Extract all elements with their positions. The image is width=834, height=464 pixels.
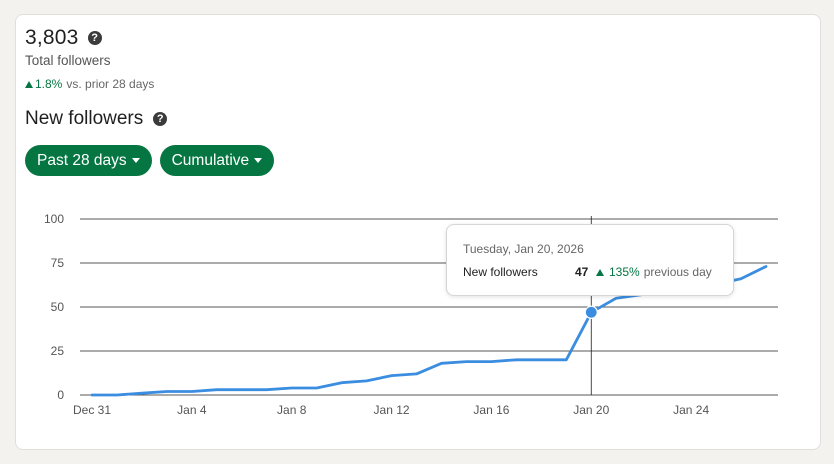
tooltip-change-percent: 135% xyxy=(609,265,640,279)
x-tick-label: Jan 20 xyxy=(573,403,609,417)
tooltip-change: 135% previous day xyxy=(596,265,712,279)
x-tick-label: Jan 16 xyxy=(473,403,509,417)
tooltip-date: Tuesday, Jan 20, 2026 xyxy=(463,242,584,256)
x-tick-label: Jan 12 xyxy=(374,403,410,417)
date-range-dropdown[interactable]: Past 28 days xyxy=(25,145,152,176)
metric-mode-dropdown[interactable]: Cumulative xyxy=(159,145,275,176)
followers-change: 1.8% vs. prior 28 days xyxy=(25,77,154,91)
help-icon[interactable]: ? xyxy=(153,112,168,126)
new-followers-header: New followers ? xyxy=(25,108,168,130)
metric-mode-label: Cumulative xyxy=(171,151,250,169)
trend-up-icon xyxy=(25,80,33,88)
x-tick-label: Jan 24 xyxy=(673,403,709,417)
y-tick-label: 0 xyxy=(57,388,64,402)
x-tick-label: Jan 8 xyxy=(277,403,307,417)
change-percent: 1.8% xyxy=(35,77,63,91)
y-tick-label: 100 xyxy=(44,212,64,226)
caret-down-icon xyxy=(254,158,263,163)
y-tick-label: 25 xyxy=(51,344,65,358)
trend-up-icon xyxy=(596,268,604,276)
help-icon[interactable]: ? xyxy=(87,31,102,45)
tooltip-label: New followers xyxy=(463,265,538,279)
total-followers-value: 3,803 xyxy=(25,26,79,49)
tooltip-change-text: previous day xyxy=(643,265,712,279)
tooltip-value: 47 xyxy=(575,265,589,279)
section-title: New followers xyxy=(25,108,144,129)
change-text: vs. prior 28 days xyxy=(66,77,155,91)
y-tick-label: 75 xyxy=(51,256,65,270)
x-tick-label: Jan 4 xyxy=(177,403,207,417)
total-followers-row: 3,803 ? xyxy=(25,26,102,50)
y-tick-label: 50 xyxy=(51,300,65,314)
x-tick-label: Dec 31 xyxy=(73,403,111,417)
total-followers-label: Total followers xyxy=(25,53,111,68)
filter-pills: Past 28 days Cumulative xyxy=(25,145,275,176)
caret-down-icon xyxy=(131,158,140,163)
highlight-point xyxy=(584,305,598,319)
chart-tooltip: Tuesday, Jan 20, 2026 New followers 47 1… xyxy=(446,224,734,296)
date-range-label: Past 28 days xyxy=(37,151,127,169)
